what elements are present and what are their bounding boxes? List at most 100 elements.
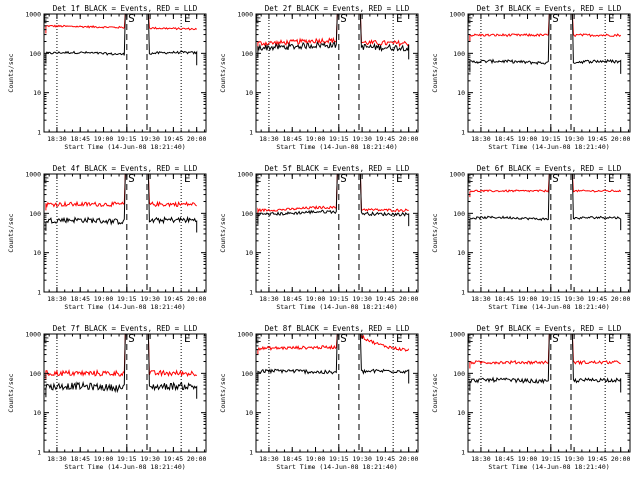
x-tick-label: 19:15 <box>329 135 349 143</box>
x-tick-label: 19:15 <box>117 295 137 303</box>
events-series <box>45 173 198 233</box>
y-tick-label: 10 <box>457 89 465 97</box>
x-tick-label: 18:30 <box>47 295 67 303</box>
plot-frame <box>43 13 207 133</box>
x-tick-label: 19:00 <box>518 455 538 463</box>
x-tick-label: 20:00 <box>187 135 207 143</box>
y-tick-label: 100 <box>241 210 253 218</box>
y-tick-label: 1000 <box>449 171 465 179</box>
x-tick-label: 19:00 <box>94 295 114 303</box>
marker-e-3: E <box>608 12 615 25</box>
y-tick-label: 1 <box>249 449 253 457</box>
panel-1: Det 1f BLACK = Events, RED = LLD 1 10 100 10… <box>7 4 207 151</box>
y-tick-label: 10 <box>457 409 465 417</box>
y-tick-label: 1 <box>461 129 465 137</box>
panel-title: Det 5f BLACK = Events, RED = LLD <box>265 164 410 173</box>
x-axis-label: Start Time (14-Jun-08 18:21:40) <box>276 463 397 471</box>
y-tick-label: 100 <box>29 370 41 378</box>
x-tick-label: 18:45 <box>70 135 90 143</box>
x-tick-label: 20:00 <box>611 455 631 463</box>
y-tick-label: 1 <box>249 289 253 297</box>
panel-title: Det 9f BLACK = Events, RED = LLD <box>477 324 622 333</box>
panel-5: Det 5f BLACK = Events, RED = LLD 1 10 100 10… <box>219 164 419 311</box>
marker-e-3: E <box>396 12 403 25</box>
y-tick-label: 10 <box>33 249 41 257</box>
x-tick-label: 19:30 <box>352 295 372 303</box>
x-tick-label: 19:15 <box>329 295 349 303</box>
plot-frame <box>255 333 419 453</box>
x-tick-label: 20:00 <box>611 295 631 303</box>
marker-s-2: S <box>552 12 559 25</box>
y-tick-label: 1 <box>461 449 465 457</box>
x-tick-label: 19:00 <box>518 295 538 303</box>
x-tick-label: 19:30 <box>564 135 584 143</box>
y-tick-label: 10 <box>33 409 41 417</box>
marker-e-1: E <box>255 332 262 345</box>
y-axis-label: Counts/sec <box>219 53 227 92</box>
y-tick-label: 10 <box>245 409 253 417</box>
panel-7: Det 7f BLACK = Events, RED = LLD 1 10 100 10… <box>7 324 207 471</box>
marker-e-3: E <box>184 12 191 25</box>
x-axis-label: Start Time (14-Jun-08 18:21:40) <box>488 463 609 471</box>
x-tick-label: 18:45 <box>282 135 302 143</box>
lld-series <box>257 13 410 50</box>
y-tick-label: 1 <box>37 129 41 137</box>
x-tick-label: 18:30 <box>471 135 491 143</box>
x-tick-label: 18:45 <box>70 295 90 303</box>
marker-e-1: E <box>467 12 474 25</box>
y-tick-label: 100 <box>453 370 465 378</box>
marker-e-3: E <box>184 332 191 345</box>
marker-s-2: S <box>128 172 135 185</box>
x-tick-label: 20:00 <box>187 295 207 303</box>
marker-s-2: S <box>128 332 135 345</box>
x-tick-label: 18:30 <box>47 135 67 143</box>
events-series <box>257 173 410 227</box>
lld-series <box>45 13 198 34</box>
panel-title: Det 6f BLACK = Events, RED = LLD <box>477 164 622 173</box>
lld-series <box>469 333 621 369</box>
lld-series <box>257 333 410 355</box>
x-tick-label: 19:00 <box>306 135 326 143</box>
y-tick-label: 10 <box>33 89 41 97</box>
marker-e-1: E <box>255 12 262 25</box>
y-tick-label: 1 <box>37 289 41 297</box>
y-axis-label: Counts/sec <box>7 213 15 252</box>
panel-6: Det 6f BLACK = Events, RED = LLD 1 10 100 10… <box>431 164 631 311</box>
y-tick-label: 1000 <box>25 331 41 339</box>
x-tick-label: 19:45 <box>376 295 396 303</box>
x-tick-label: 19:45 <box>164 455 184 463</box>
marker-e-1: E <box>43 332 50 345</box>
x-tick-label: 18:30 <box>259 135 279 143</box>
events-series <box>469 13 622 74</box>
marker-e-1: E <box>467 172 474 185</box>
x-axis-label: Start Time (14-Jun-08 18:21:40) <box>64 143 185 151</box>
x-tick-label: 19:45 <box>164 295 184 303</box>
y-axis-label: Counts/sec <box>431 53 439 92</box>
x-tick-label: 18:45 <box>494 455 514 463</box>
marker-e-3: E <box>608 332 615 345</box>
lld-series <box>45 333 198 380</box>
marker-e-3: E <box>396 332 403 345</box>
x-axis-label: Start Time (14-Jun-08 18:21:40) <box>276 143 397 151</box>
events-series <box>45 13 198 66</box>
x-tick-label: 19:30 <box>352 455 372 463</box>
y-tick-label: 1000 <box>237 171 253 179</box>
panel-title: Det 1f BLACK = Events, RED = LLD <box>53 4 198 13</box>
x-tick-label: 19:15 <box>117 135 137 143</box>
y-axis-label: Counts/sec <box>7 53 15 92</box>
panel-title: Det 2f BLACK = Events, RED = LLD <box>265 4 410 13</box>
x-tick-label: 18:30 <box>471 455 491 463</box>
x-tick-label: 19:00 <box>94 455 114 463</box>
events-series <box>469 333 622 393</box>
x-tick-label: 19:45 <box>376 135 396 143</box>
x-tick-label: 19:15 <box>117 455 137 463</box>
x-tick-label: 19:00 <box>518 135 538 143</box>
events-series <box>469 173 622 231</box>
plot-frame <box>467 13 631 133</box>
marker-s-2: S <box>340 172 347 185</box>
panel-8: Det 8f BLACK = Events, RED = LLD 1 10 100 10… <box>219 324 419 471</box>
y-tick-label: 1000 <box>237 331 253 339</box>
x-tick-label: 19:15 <box>329 455 349 463</box>
x-axis-label: Start Time (14-Jun-08 18:21:40) <box>64 303 185 311</box>
x-tick-label: 18:45 <box>282 295 302 303</box>
